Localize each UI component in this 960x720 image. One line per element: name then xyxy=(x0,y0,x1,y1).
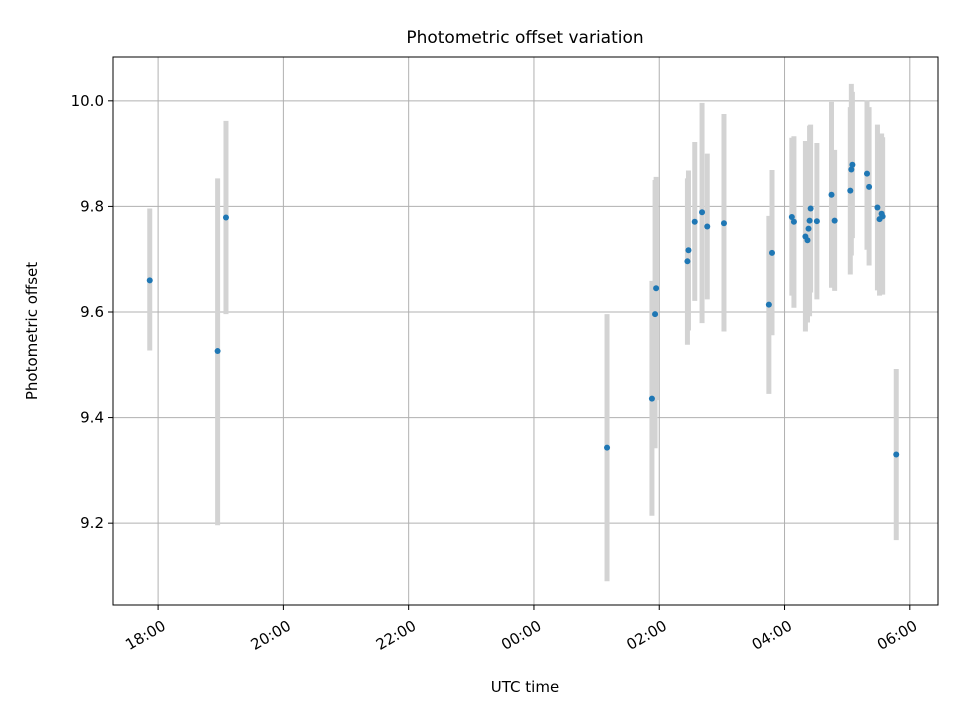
data-point xyxy=(648,395,655,402)
data-point xyxy=(831,217,838,224)
data-point xyxy=(847,187,854,194)
data-point xyxy=(146,277,153,284)
data-point xyxy=(604,444,611,451)
data-point xyxy=(805,225,812,232)
data-point xyxy=(806,217,813,224)
y-tick-label: 9.6 xyxy=(80,303,104,321)
data-point xyxy=(848,166,855,173)
data-point xyxy=(653,285,660,292)
data-point xyxy=(222,214,229,221)
data-point xyxy=(813,218,820,225)
data-point xyxy=(879,213,886,220)
data-point xyxy=(807,205,814,212)
chart-title: Photometric offset variation xyxy=(406,28,643,48)
data-point xyxy=(788,213,795,220)
data-point xyxy=(685,247,692,254)
data-point xyxy=(828,191,835,198)
data-point xyxy=(652,311,659,318)
data-point xyxy=(214,348,221,355)
x-axis-label: UTC time xyxy=(491,678,559,696)
y-tick-label: 9.8 xyxy=(80,197,104,215)
grid xyxy=(113,57,938,605)
y-tick-label: 9.4 xyxy=(80,409,104,427)
y-axis-ticks: 9.2 9.4 9.6 9.8 10.0 xyxy=(71,92,113,532)
data-points xyxy=(146,161,900,458)
data-point xyxy=(790,218,797,225)
y-axis-label: Photometric offset xyxy=(23,262,41,400)
y-tick-label: 9.2 xyxy=(80,514,104,532)
data-point xyxy=(684,258,691,265)
data-point xyxy=(704,223,711,230)
data-point xyxy=(849,161,856,168)
data-point xyxy=(864,170,871,177)
data-point xyxy=(866,183,873,190)
data-point xyxy=(720,220,727,227)
data-point xyxy=(804,237,811,244)
data-point xyxy=(768,249,775,256)
y-tick-label: 10.0 xyxy=(71,92,104,110)
data-point xyxy=(765,301,772,308)
data-point xyxy=(691,218,698,225)
data-point xyxy=(699,209,706,216)
plot-frame xyxy=(112,56,939,606)
data-point xyxy=(874,204,881,211)
data-point xyxy=(893,451,900,458)
